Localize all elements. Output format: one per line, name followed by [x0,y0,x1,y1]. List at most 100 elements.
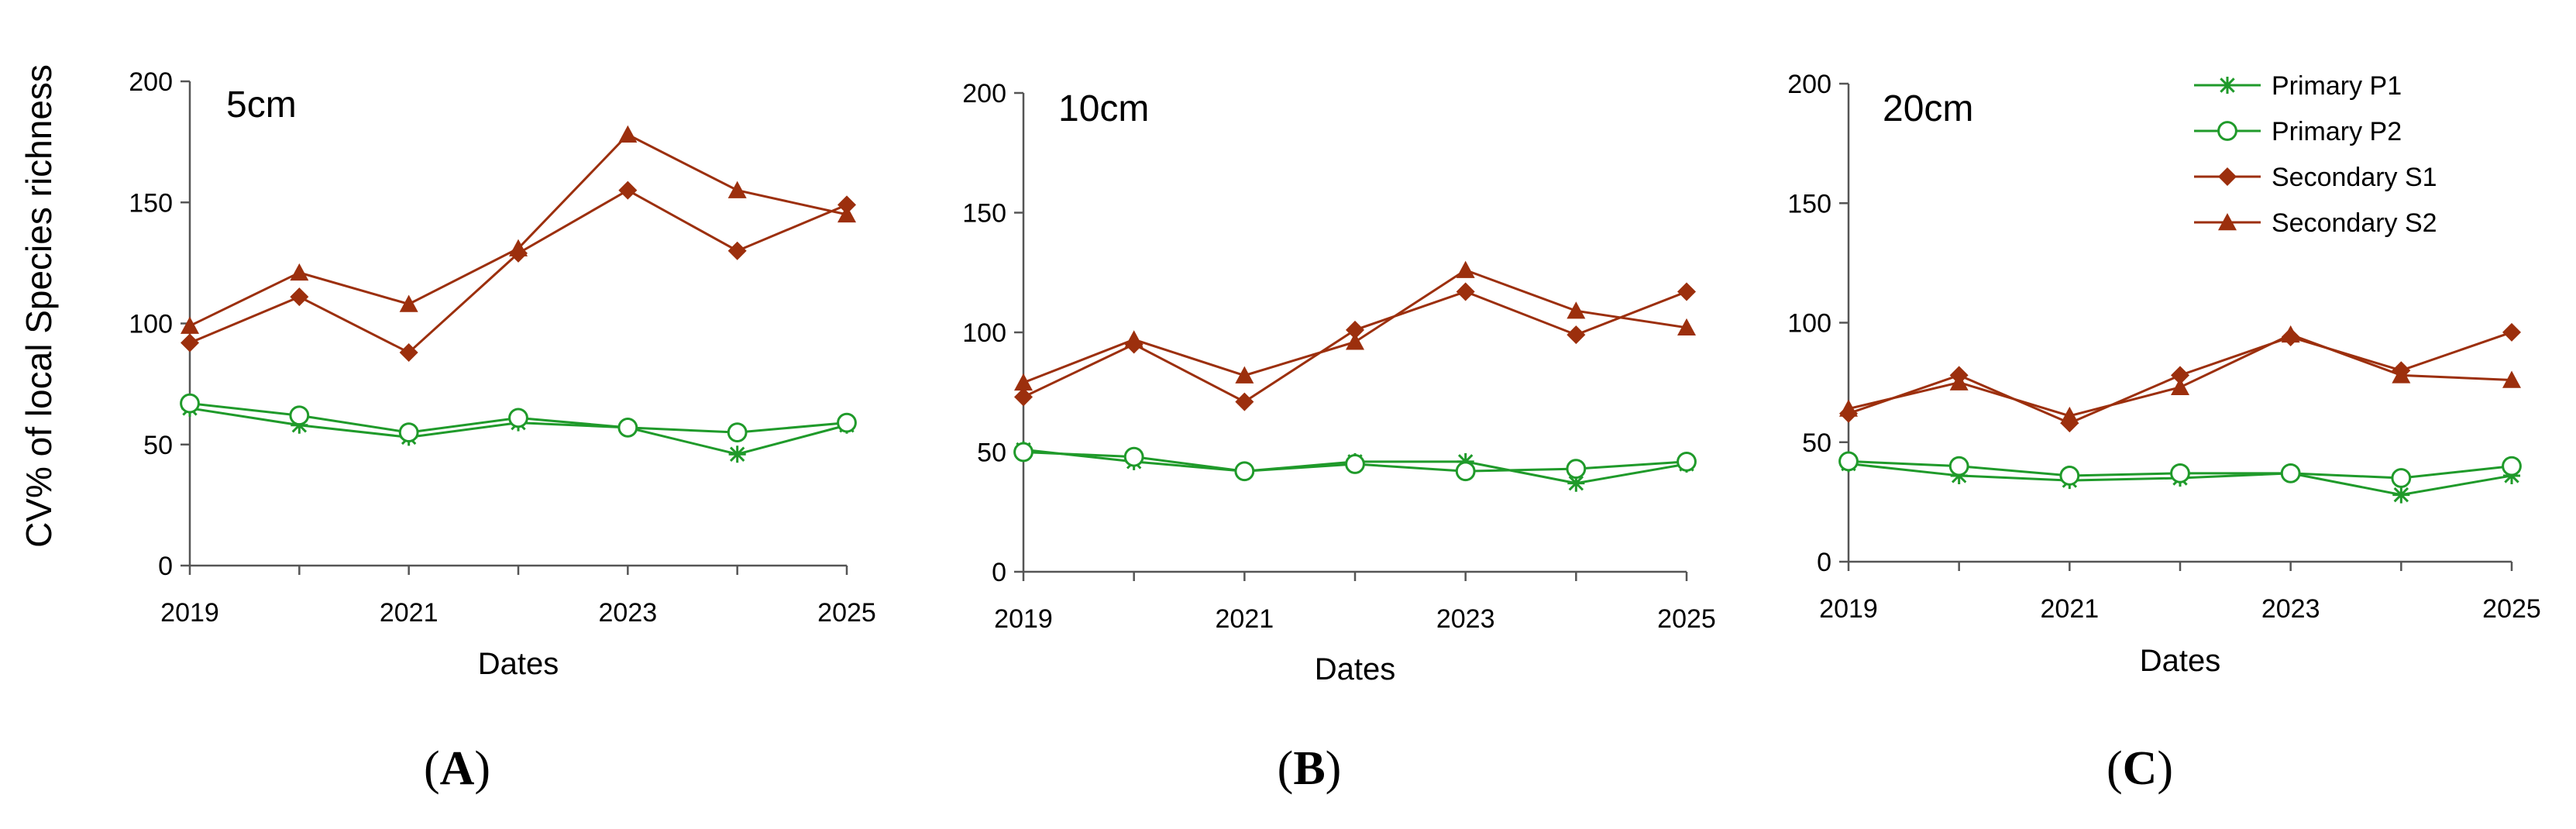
data-point [2171,366,2189,385]
y-tick-label: 50 [1802,428,1831,458]
data-point [837,412,857,433]
x-tick-label: 2023 [1436,604,1495,634]
data-point [399,343,418,362]
legend-label: Secondary S2 [2272,208,2437,238]
y-tick-label: 150 [1787,189,1831,218]
data-point [1235,366,1254,384]
data-point [1455,461,1476,482]
legend-label: Primary P2 [2272,117,2402,146]
data-point [837,205,856,223]
x-axis-label: Dates [1315,652,1396,686]
data-point [1346,320,1364,339]
panel-title: 10cm [1058,88,1149,129]
legend-label: Secondary S1 [2272,163,2437,192]
x-tick-label: 2025 [2482,594,2541,624]
x-tick-label: 2021 [2041,594,2100,624]
data-point [2392,366,2411,384]
data-point [2060,406,2079,425]
y-tick-label: 150 [962,199,1006,229]
data-point [1677,318,1696,336]
series-secondary-s2 [181,125,856,334]
data-point [1567,474,1585,492]
data-point [2171,377,2189,395]
panel-label: (B) [1278,742,1342,795]
data-point [1014,373,1033,391]
data-point [1456,282,1475,301]
data-point [2059,466,2080,486]
data-point [618,125,638,143]
x-tick-label: 2021 [380,598,439,628]
series-secondary-s1 [1839,322,2521,433]
data-point [1123,446,1144,467]
data-point [2280,463,2301,483]
x-axis-label: Dates [2140,644,2221,678]
y-tick-label: 200 [129,67,173,97]
data-point [508,408,528,428]
data-point [1566,459,1587,480]
series-line [189,132,848,327]
panel-label-letter: C [2123,742,2158,795]
data-point [617,417,638,438]
data-point [1567,301,1586,319]
data-point [2502,322,2521,342]
data-point [1234,461,1255,482]
panel-label-close: ) [2157,742,2173,795]
x-tick-label: 2023 [599,598,658,628]
data-point [1346,332,1364,350]
y-tick-label: 200 [962,79,1006,108]
panel-c: 20cm Dates (C) 0 50 100 150 200 2019 2021 2023 2… [1787,70,2541,795]
panel-label: (A) [424,742,490,795]
data-point [289,405,310,426]
y-tick-label: 0 [992,558,1006,587]
data-point [1124,330,1144,348]
panel-label-open: ( [424,742,440,795]
data-point [1949,373,1969,390]
x-axis-label: Dates [478,647,559,681]
panel-label-letter: A [440,742,475,795]
data-point [2391,468,2412,488]
data-point [727,241,747,260]
data-point [1456,260,1475,278]
y-tick-label: 100 [129,310,173,339]
data-point [618,181,638,200]
legend-marker [2218,213,2237,231]
data-point [1948,456,1969,476]
y-tick-label: 0 [1817,548,1831,577]
legend-item: Secondary S1 [2194,163,2437,192]
data-point [181,316,199,334]
panel-b: 10cm Dates (B) 0 50 100 150 200 2019 2021 2023 2… [962,79,1716,795]
y-tick-label: 200 [1787,70,1831,99]
data-point [399,294,418,312]
panel-label-close: ) [474,742,490,795]
data-point [727,181,747,198]
legend-label: Primary P1 [2272,71,2402,101]
legend-marker [2218,167,2237,186]
legend-marker [2217,121,2237,141]
data-point [2502,456,2522,476]
series-primary-p2 [1838,451,2522,488]
series-line [189,188,848,354]
panel-label: (C) [2107,742,2173,795]
x-tick-label: 2025 [817,598,876,628]
data-point [398,422,419,443]
panel-title: 5cm [226,84,297,126]
series-secondary-s2 [1839,325,2521,425]
data-point [1677,282,1696,301]
series-secondary-s2 [1014,260,1696,391]
panel-label-letter: B [1293,742,1325,795]
data-point [1235,392,1254,411]
legend-item: Primary P1 [2194,71,2402,101]
y-axis-label: CV% of local Species richness [19,64,59,548]
x-tick-label: 2023 [2261,594,2320,624]
data-point [180,393,200,414]
panel-label-open: ( [2107,742,2123,795]
data-point [509,239,528,256]
y-tick-label: 50 [143,431,173,460]
y-tick-label: 100 [1787,309,1831,339]
series-primary-p2 [180,393,857,443]
series-secondary-s1 [181,181,856,362]
y-tick-label: 150 [129,188,173,218]
x-tick-label: 2019 [160,598,219,628]
data-point [2502,370,2521,388]
data-point [728,445,746,463]
